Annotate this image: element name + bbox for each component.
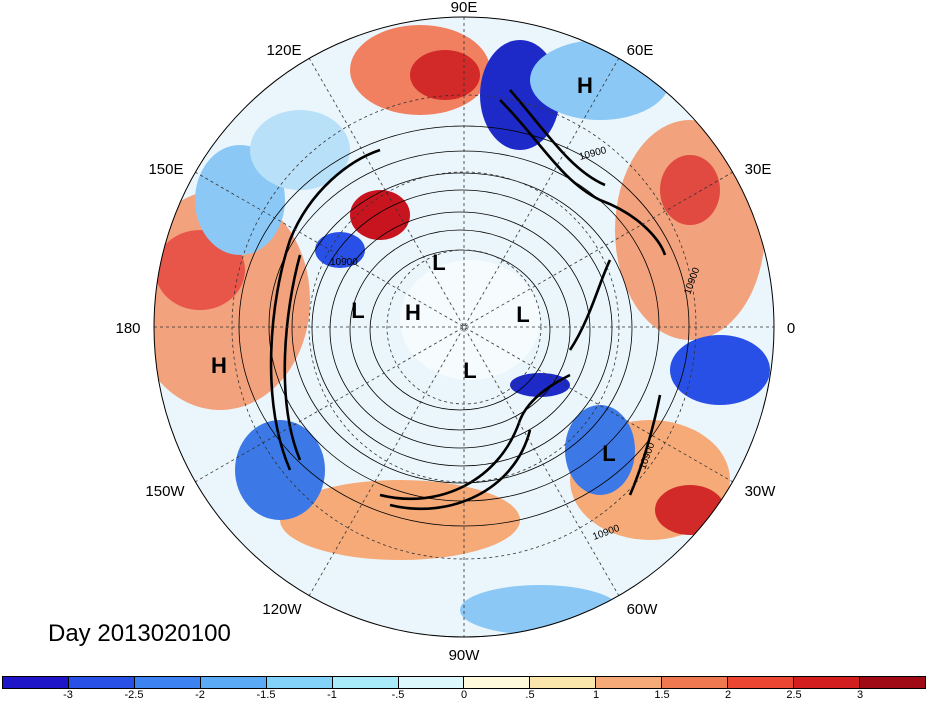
lon-label-90E: 90E <box>451 0 478 16</box>
anomaly-region <box>350 190 410 240</box>
colorbar <box>2 676 926 689</box>
colorbar-segment <box>596 677 663 688</box>
contour-line <box>349 229 571 431</box>
colorbar-segment <box>464 677 531 688</box>
anomaly-region <box>400 260 540 380</box>
colorbar-tick-label: .5 <box>525 689 535 701</box>
meridian-line <box>308 57 620 597</box>
colorbar-segment <box>859 677 925 688</box>
map-title: Day 2013020100 <box>48 620 231 647</box>
high-pressure-label: H <box>577 73 593 98</box>
colorbar-segment <box>794 677 860 688</box>
jet-stream-contour <box>389 429 532 511</box>
colorbar-segment <box>134 677 201 688</box>
colorbar-segment <box>200 677 267 688</box>
high-pressure-label: H <box>405 300 421 325</box>
graticule <box>154 17 774 637</box>
high-pressure-label: H <box>211 353 227 378</box>
lon-label-60W: 60W <box>627 601 659 618</box>
low-pressure-label: L <box>602 441 615 466</box>
colorbar-tick-label: 2 <box>724 689 732 701</box>
lon-label-150E: 150E <box>148 161 183 178</box>
jet-contours <box>269 89 667 511</box>
colorbar-tick-label: 1 <box>592 689 600 701</box>
colorbar-segment <box>3 677 69 688</box>
anomaly-field <box>154 17 774 637</box>
meridian-line <box>308 57 620 597</box>
jet-stream-contour <box>269 148 381 471</box>
low-pressure-label: L <box>432 250 445 275</box>
anomaly-region <box>615 120 765 340</box>
lon-label-120E: 120E <box>266 42 301 59</box>
colorbar-segment <box>332 677 399 688</box>
colorbar-tick-label: -1.5 <box>256 689 276 701</box>
colorbar-tick-label: 1.5 <box>654 689 670 701</box>
anomaly-region <box>315 232 365 268</box>
colorbar-segment <box>398 677 465 688</box>
lon-label-120W: 120W <box>262 601 302 618</box>
colorbar-segment <box>662 677 729 688</box>
colorbar-tick-label: -.5 <box>391 689 405 701</box>
jet-stream-contour <box>283 254 302 461</box>
anomaly-region <box>410 50 480 100</box>
colorbar-tick-label: -2 <box>195 689 205 701</box>
colorbar-segment <box>266 677 333 688</box>
lon-label-30W: 30W <box>745 483 777 500</box>
contour-line <box>329 211 591 449</box>
colorbar-segment <box>530 677 597 688</box>
anomaly-region <box>660 155 720 225</box>
contour-line <box>369 249 551 411</box>
colorbar-tick-label: -3 <box>63 689 73 701</box>
lon-label-0: 0 <box>787 320 795 337</box>
colorbar-tick-label: -2.5 <box>124 689 144 701</box>
anomaly-region <box>250 110 350 190</box>
lon-label-180: 180 <box>115 320 140 337</box>
meridian-line <box>194 171 734 483</box>
low-pressure-label: L <box>516 302 529 327</box>
low-pressure-label: L <box>463 358 476 383</box>
jet-stream-contour <box>509 89 606 187</box>
jet-stream-contour <box>499 99 667 256</box>
colorbar-tick-label: 2.5 <box>786 689 802 701</box>
jet-stream-contour <box>568 259 612 351</box>
lon-label-150W: 150W <box>145 483 185 500</box>
meridian-line <box>194 171 734 483</box>
jet-stream-contour <box>379 373 571 501</box>
contour-line <box>291 172 633 484</box>
colorbar-tick-label: -1 <box>327 689 337 701</box>
colorbar-segment <box>728 677 795 688</box>
lon-label-60E: 60E <box>627 42 654 59</box>
contour-line <box>311 189 613 467</box>
jet-stream-contour <box>628 394 662 496</box>
colorbar-segment <box>68 677 135 688</box>
map-boundary <box>153 16 775 638</box>
colorbar-tick-label: 3 <box>856 689 864 701</box>
anomaly-region <box>235 420 325 520</box>
anomaly-region <box>670 335 770 405</box>
contour-value-label: 10900 <box>330 257 358 268</box>
lon-label-90W: 90W <box>449 647 481 664</box>
colorbar-tick-label: 0 <box>460 689 468 701</box>
anomaly-region <box>280 480 520 560</box>
low-pressure-label: L <box>351 298 364 323</box>
lon-label-30E: 30E <box>745 161 772 178</box>
